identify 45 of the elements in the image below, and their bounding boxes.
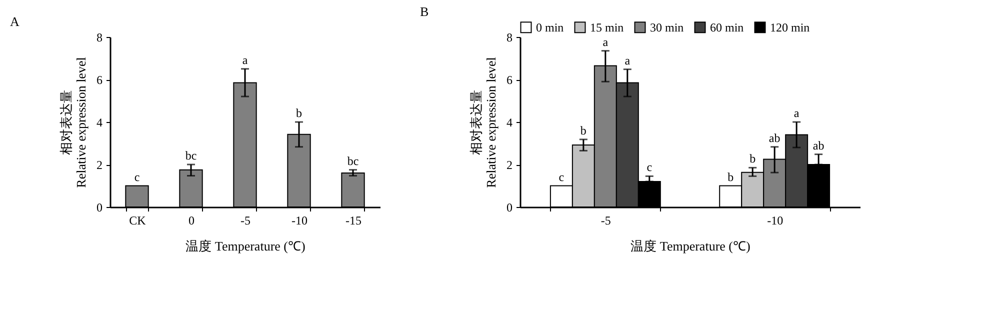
text: Relative expression level: [74, 57, 88, 188]
x-axis-title: 温度 Temperature (℃): [186, 238, 306, 254]
y-tick-label: 0: [506, 200, 512, 214]
data-label: bc: [347, 154, 359, 168]
x-tick-label: -5: [600, 214, 611, 228]
x-tick-label: -15: [346, 214, 362, 228]
y-tick-label: 8: [506, 30, 512, 44]
x-axis-title: 温度 Temperature (℃): [630, 238, 750, 254]
data-label: ab: [812, 138, 824, 152]
legend-label: 60 min: [710, 20, 744, 34]
text: 相对表达量: [58, 90, 74, 155]
legend-label: 30 min: [650, 20, 684, 34]
legend-label: 120 min: [770, 20, 810, 34]
data-label: a: [624, 53, 631, 68]
data-label: c: [558, 170, 564, 184]
data-label: a: [794, 106, 800, 120]
x-tick-label: CK: [129, 214, 146, 228]
data-label: bc: [185, 148, 197, 162]
y-tick-label: 4: [506, 116, 512, 130]
data-label: b: [750, 152, 756, 166]
y-tick-label: 4: [96, 116, 102, 130]
y-tick-label: 6: [506, 73, 512, 87]
y-tick-label: 2: [506, 158, 512, 172]
x-tick-label: -10: [292, 214, 308, 228]
data-label: a: [242, 52, 248, 67]
data-label: b: [580, 123, 586, 138]
y-tick-label: 0: [96, 200, 102, 214]
legend-label: 0 min: [536, 20, 564, 34]
text: Relative expression level: [484, 57, 498, 188]
x-tick-label: -5: [240, 214, 250, 228]
x-tick-label: 0: [188, 214, 194, 228]
y-tick-label: 6: [96, 73, 102, 87]
chart-title: B: [420, 4, 429, 19]
data-label: ab: [768, 130, 780, 145]
legend-label: 15 min: [590, 20, 624, 34]
data-label: b: [728, 170, 734, 184]
x-tick-label: -10: [767, 214, 784, 228]
data-label: c: [646, 160, 652, 174]
y-tick-label: 2: [96, 158, 102, 172]
text: 相对表达量: [468, 90, 484, 155]
data-label: b: [296, 106, 302, 120]
data-label: a: [602, 34, 609, 49]
y-tick-label: 8: [96, 30, 102, 44]
chart-title: A: [10, 14, 20, 29]
data-label: c: [134, 170, 140, 184]
